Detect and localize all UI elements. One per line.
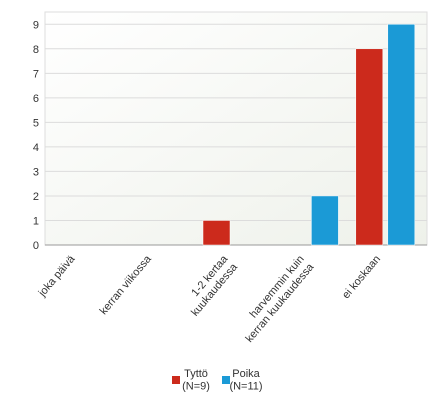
y-tick-label: 9 <box>33 19 39 31</box>
x-tick-label: ei koskaan <box>340 253 383 301</box>
y-tick-label: 4 <box>33 142 39 154</box>
text-line: ei koskaan <box>340 253 383 301</box>
text-line: (N=11) <box>229 381 262 393</box>
legend-swatch <box>172 376 180 384</box>
text-line: Poika <box>232 368 260 380</box>
x-tick-label: 1-2 kertaakuukaudessa <box>179 253 240 319</box>
y-tick-label: 0 <box>33 240 39 252</box>
bar <box>355 48 384 246</box>
bar <box>387 24 416 246</box>
text-line: Tyttö <box>184 368 208 380</box>
y-tick-label: 2 <box>33 191 39 203</box>
bar <box>202 220 231 246</box>
bar <box>311 195 339 246</box>
x-tick-label: joka päivä <box>36 253 78 300</box>
y-tick-label: 8 <box>33 44 39 56</box>
y-tick-label: 3 <box>33 166 39 178</box>
x-tick-label: kerran viikossa <box>98 253 155 318</box>
legend-label: Poika (N=11) <box>229 368 262 393</box>
y-tick-label: 5 <box>33 117 39 129</box>
legend-label: Tyttö (N=9) <box>182 368 210 393</box>
text-line: (N=9) <box>182 381 210 393</box>
text-line: kerran viikossa <box>98 253 155 318</box>
y-tick-label: 6 <box>33 93 39 105</box>
x-tick-label: harvemmin kuinkerran kuukaudessa <box>234 253 317 345</box>
y-tick-label: 1 <box>33 215 39 227</box>
text-line: joka päivä <box>36 253 78 300</box>
legend-swatch <box>222 376 230 384</box>
y-tick-label: 7 <box>33 68 39 80</box>
